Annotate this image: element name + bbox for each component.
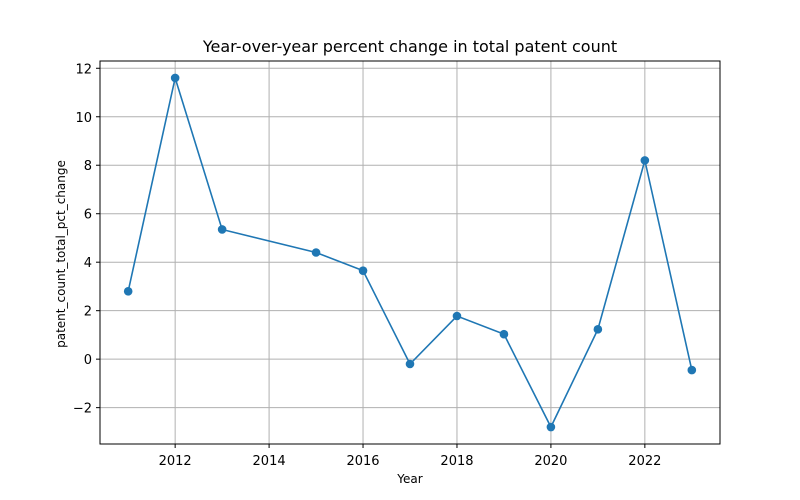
y-tick-label: 8: [84, 159, 92, 174]
chart-title: Year-over-year percent change in total p…: [202, 37, 617, 56]
x-tick-label: 2018: [440, 454, 473, 469]
grid: [100, 61, 720, 444]
axes-frame: [100, 61, 720, 444]
data-point: [688, 366, 697, 375]
series-layer: [124, 74, 696, 432]
data-point: [124, 287, 133, 296]
y-tick-label: 6: [84, 208, 92, 223]
data-point: [406, 360, 415, 369]
y-axis-label: patent_count_total_pct_change: [54, 160, 68, 348]
data-point: [218, 225, 227, 234]
data-point: [594, 325, 603, 334]
data-point: [359, 266, 368, 275]
x-tick-label: 2022: [628, 454, 661, 469]
data-point: [171, 74, 180, 83]
y-tick-label: 12: [75, 62, 92, 77]
data-point: [500, 330, 509, 339]
data-point: [453, 312, 462, 321]
y-tick-label: 10: [75, 111, 92, 126]
y-tick-label: 0: [84, 353, 92, 368]
x-axis-label: Year: [396, 472, 422, 486]
y-tick-label: 4: [84, 256, 92, 271]
data-point: [547, 423, 556, 432]
y-tick-label: −2: [73, 402, 92, 417]
x-tick-label: 2020: [534, 454, 567, 469]
data-point: [312, 248, 321, 257]
x-tick-label: 2014: [253, 454, 286, 469]
y-tick-label: 2: [84, 305, 92, 320]
x-tick-label: 2016: [346, 454, 379, 469]
x-tick-label: 2012: [159, 454, 192, 469]
series-line: [128, 78, 692, 427]
data-point: [641, 156, 650, 165]
